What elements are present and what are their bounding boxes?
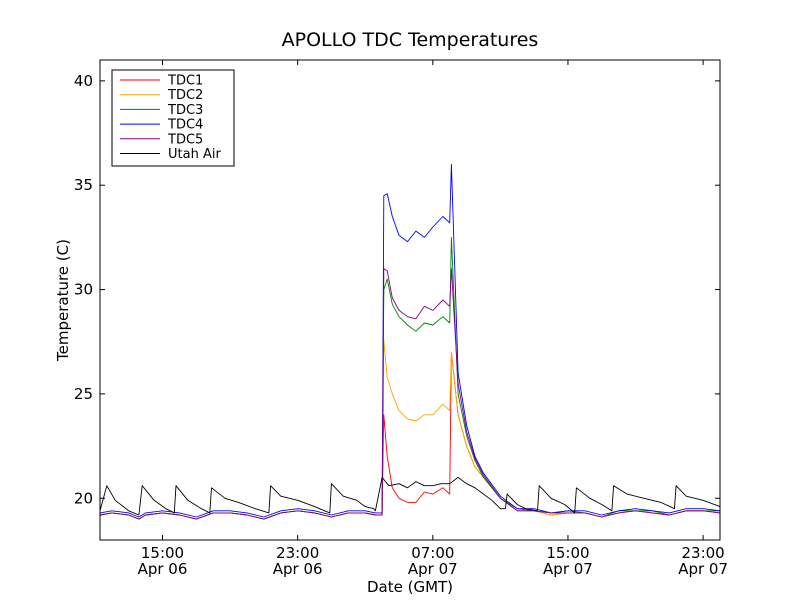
series-line-tdc4 <box>99 163 721 518</box>
x-tick-label-time: 23:00 <box>681 544 724 562</box>
x-tick-label-date: Apr 07 <box>678 560 728 578</box>
x-tick-label-time: 15:00 <box>546 544 589 562</box>
legend-label-tdc3: TDC3 <box>167 103 203 118</box>
legend-box <box>111 69 235 167</box>
x-tick-label-date: Apr 07 <box>408 560 458 578</box>
legend-label-tdc1: TDC1 <box>167 74 203 89</box>
x-tick-label-date: Apr 06 <box>273 560 323 578</box>
y-tick-label: 35 <box>74 176 93 194</box>
chart-title: APOLLO TDC Temperatures <box>282 29 539 51</box>
plot-frame <box>99 59 721 541</box>
series-layer <box>99 163 721 520</box>
y-axis-label: Temperature (C) <box>54 239 72 362</box>
x-axis-label: Date (GMT) <box>367 578 453 596</box>
legend-label-tdc4: TDC4 <box>167 118 203 133</box>
series-line-tdc5 <box>99 268 721 520</box>
x-tick-label-time: 07:00 <box>411 544 454 562</box>
x-tick-label-date: Apr 07 <box>543 560 593 578</box>
y-tick-label: 40 <box>74 72 93 90</box>
y-tick-label: 25 <box>74 385 93 403</box>
x-tick-label-time: 23:00 <box>276 544 319 562</box>
legend-label-tdc2: TDC2 <box>167 88 203 103</box>
series-line-utah-air <box>99 476 721 516</box>
legend-label-tdc5: TDC5 <box>167 132 203 147</box>
x-tick-label-time: 15:00 <box>141 544 184 562</box>
x-tick-label-date: Apr 06 <box>138 560 188 578</box>
legend-label-utah-air: Utah Air <box>168 147 221 162</box>
y-tick-label: 30 <box>74 281 93 299</box>
y-tick-label: 20 <box>74 489 93 507</box>
